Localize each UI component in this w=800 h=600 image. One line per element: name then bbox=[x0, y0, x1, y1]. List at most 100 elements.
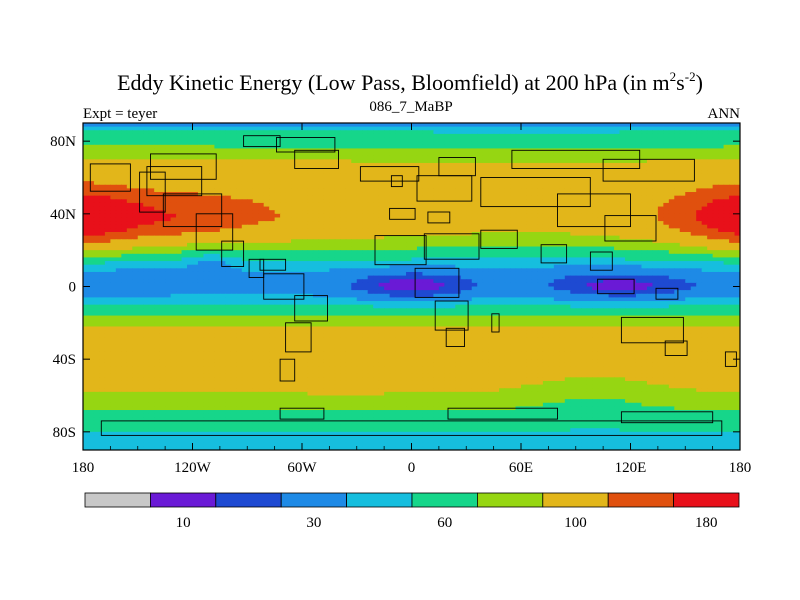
field-cell bbox=[526, 141, 533, 146]
field-cell bbox=[575, 235, 582, 240]
field-cell bbox=[510, 235, 517, 240]
field-cell bbox=[110, 159, 117, 164]
field-cell bbox=[449, 250, 456, 255]
field-cell bbox=[121, 148, 128, 153]
field-cell bbox=[312, 217, 320, 222]
field-cell bbox=[559, 159, 566, 164]
field-cell bbox=[581, 144, 588, 150]
field-cell bbox=[499, 261, 506, 266]
field-cell bbox=[132, 184, 139, 189]
field-cell bbox=[88, 166, 95, 171]
field-cell bbox=[553, 224, 560, 229]
field-cell bbox=[581, 206, 588, 211]
field-cell bbox=[88, 253, 95, 259]
field-cell bbox=[559, 184, 566, 189]
field-cell bbox=[531, 159, 539, 164]
field-cell bbox=[690, 199, 697, 204]
field-cell bbox=[88, 177, 95, 182]
field-cell bbox=[252, 224, 259, 229]
field-cell bbox=[132, 235, 139, 240]
field-cell bbox=[126, 177, 133, 182]
field-cell bbox=[148, 268, 155, 273]
field-cell bbox=[548, 210, 555, 215]
field-cell bbox=[603, 253, 610, 259]
field-cell bbox=[657, 246, 664, 251]
field-cell bbox=[154, 250, 161, 255]
field-cell bbox=[641, 148, 648, 153]
field-cell bbox=[646, 162, 653, 168]
field-cell bbox=[581, 170, 588, 175]
field-cell bbox=[690, 152, 697, 157]
field-cell bbox=[83, 242, 90, 248]
field-cell bbox=[488, 141, 495, 146]
field-cell bbox=[274, 250, 281, 255]
field-cell bbox=[718, 159, 725, 164]
field-cell bbox=[285, 141, 292, 146]
field-cell bbox=[274, 170, 281, 175]
field-cell bbox=[323, 235, 330, 240]
field-cell bbox=[477, 264, 484, 269]
field-cell bbox=[192, 173, 199, 179]
field-cell bbox=[542, 235, 549, 240]
field-cell bbox=[701, 184, 708, 189]
field-cell bbox=[110, 170, 117, 175]
field-cell bbox=[526, 217, 533, 222]
field-cell bbox=[340, 195, 347, 200]
field-cell bbox=[203, 264, 210, 269]
field-cell bbox=[499, 192, 506, 197]
field-cell bbox=[460, 184, 467, 189]
field-cell bbox=[718, 123, 725, 128]
field-cell bbox=[729, 166, 736, 171]
field-cell bbox=[291, 192, 298, 197]
field-cell bbox=[291, 184, 298, 189]
field-cell bbox=[340, 232, 347, 237]
field-cell bbox=[504, 141, 511, 146]
field-cell bbox=[252, 162, 259, 168]
field-cell bbox=[296, 155, 303, 160]
field-cell bbox=[548, 177, 555, 182]
field-cell bbox=[302, 210, 309, 215]
field-cell bbox=[93, 141, 101, 146]
field-cell bbox=[291, 173, 298, 179]
field-cell bbox=[603, 126, 610, 131]
field-cell bbox=[521, 162, 528, 168]
field-cell bbox=[121, 159, 128, 164]
field-cell bbox=[373, 221, 380, 226]
field-cell bbox=[88, 264, 95, 269]
field-cell bbox=[137, 192, 144, 197]
field-cell bbox=[88, 126, 95, 131]
field-cell bbox=[444, 162, 451, 168]
field-cell bbox=[83, 199, 90, 204]
field-cell bbox=[181, 181, 188, 186]
field-cell bbox=[510, 253, 517, 259]
field-cell bbox=[668, 217, 675, 222]
field-cell bbox=[608, 261, 615, 266]
field-cell bbox=[203, 144, 210, 150]
field-cell bbox=[592, 257, 599, 262]
field-cell bbox=[630, 184, 637, 189]
field-cell bbox=[455, 202, 462, 208]
field-cell bbox=[219, 228, 226, 233]
field-cell bbox=[553, 232, 560, 237]
field-cell bbox=[460, 130, 467, 135]
field-cell bbox=[559, 217, 566, 222]
field-cell bbox=[312, 192, 320, 197]
field-cell bbox=[291, 202, 298, 208]
field-cell bbox=[192, 253, 199, 259]
field-cell bbox=[187, 246, 194, 251]
field-cell bbox=[159, 221, 166, 226]
field-cell bbox=[712, 144, 719, 150]
field-cell bbox=[159, 126, 166, 131]
field-cell bbox=[537, 257, 544, 262]
field-cell bbox=[241, 177, 248, 182]
field-cell bbox=[433, 235, 440, 240]
field-cell bbox=[553, 137, 560, 142]
field-cell bbox=[515, 246, 522, 251]
field-cell bbox=[608, 137, 615, 142]
field-cell bbox=[378, 246, 385, 251]
field-cell bbox=[690, 261, 697, 266]
field-cell bbox=[230, 195, 237, 200]
field-cell bbox=[302, 137, 309, 142]
field-cell bbox=[241, 137, 248, 142]
field-cell bbox=[559, 221, 566, 226]
